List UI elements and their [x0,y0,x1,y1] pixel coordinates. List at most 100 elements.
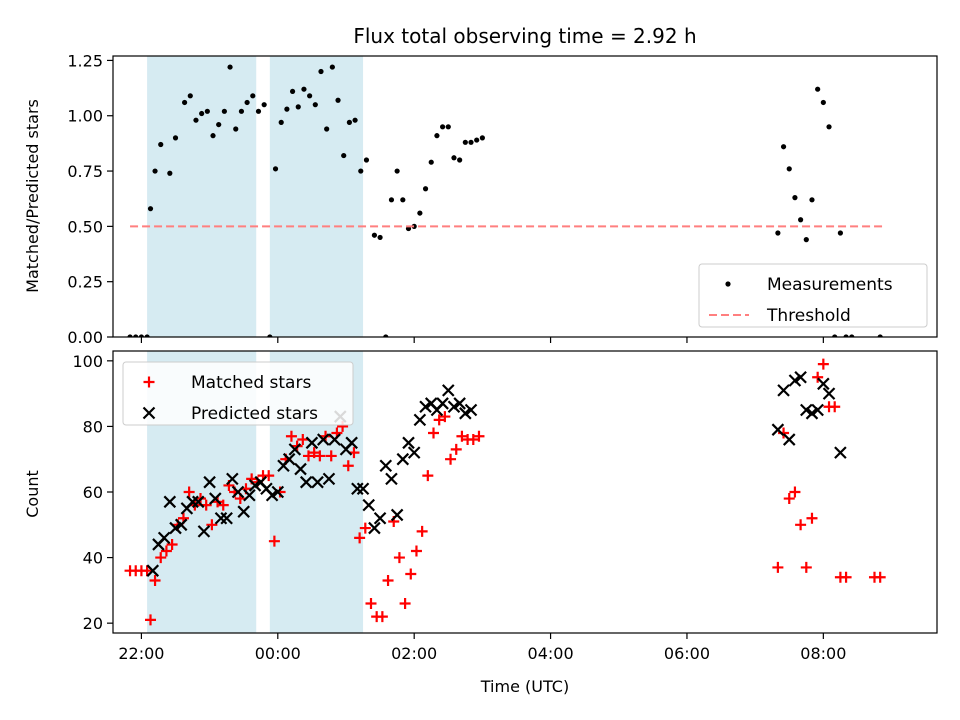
y-tick-label: 40 [83,549,103,568]
matched-star-point [308,447,320,459]
measurement-point [440,124,446,130]
measurement-point [210,133,216,139]
matched-star-point [141,565,153,577]
matched-star-point [297,434,309,446]
chart-title: Flux total observing time = 2.92 h [353,24,696,48]
predicted-star-point [402,436,415,450]
matched-star-point [399,597,411,609]
legend-label: Predicted stars [191,404,318,424]
predicted-star-point [834,446,847,459]
shaded-interval [269,56,364,337]
measurement-point [289,88,296,95]
predicted-star-point [447,400,461,414]
measurement-point [803,237,809,243]
measurement-point [474,137,480,143]
predicted-star-point [288,443,302,456]
x-tick-label: 02:00 [391,644,437,663]
axes-frame [112,55,938,338]
predicted-star-point [231,485,245,499]
x-tick-label: 06:00 [664,644,710,663]
measurement-point [422,186,429,192]
matched-star-point [783,493,795,505]
measurement-point [312,102,318,108]
matched-star-point [160,545,172,557]
y-tick-label: 1.00 [67,107,103,126]
matched-star-point [450,443,462,455]
y-tick-label: 80 [83,417,103,436]
predicted-star-point [163,495,177,509]
top-y-axis-label: Matched/Predicted stars [23,99,42,293]
predicted-star-point [368,521,381,535]
measurement-point [307,93,313,99]
x-tick-label: 04:00 [528,644,574,663]
matched-star-point [342,460,354,472]
predicted-star-point [214,511,228,525]
measurement-point [445,124,451,130]
measurement-point [434,133,440,139]
y-tick-label: 1.25 [67,51,103,70]
matched-star-point [206,519,218,531]
matched-star-point [806,512,818,524]
shaded-interval [147,56,257,337]
measurement-point [244,99,250,106]
ratio-panel: 0.00 0.25 0.50 0.75 1.00 1.25 Measurements Thre… [67,51,938,347]
matched-star-point [365,597,377,609]
measurement-point [394,168,400,174]
measurement-point [187,93,193,99]
matched-star-point [183,486,195,498]
measurement-point [284,106,290,112]
measurement-point [383,334,389,337]
matched-star-point [817,358,829,370]
legend-top: Measurements Threshold [698,263,928,328]
predicted-star-point [197,525,211,538]
measurement-point [261,102,267,108]
predicted-star-point [282,452,296,466]
predicted-star-point [174,518,188,532]
measurement-point [451,155,457,161]
measurement-point [182,99,188,106]
matched-star-point [433,414,445,426]
measurement-point [138,334,145,337]
measurement-point [371,232,378,238]
predicted-star-point [203,475,216,489]
legend-marker-x [142,406,156,420]
y-tick-label: 0.00 [67,328,103,347]
measurement-point [780,144,787,150]
predicted-star-point [390,508,404,522]
measurement-point [250,93,256,99]
measurement-point [358,168,364,174]
matched-star-point [456,430,468,442]
matched-star-point [473,430,485,442]
predicted-star-point [771,423,785,436]
matched-star-point [874,571,886,583]
measurement-point [199,110,205,117]
measurement-point [849,334,855,337]
measurement-point [786,166,792,172]
predicted-star-point [407,446,421,459]
matched-star-point [166,538,178,550]
legend-label: Measurements [767,275,893,295]
predicted-star-point [316,433,330,446]
measurement-point [400,197,406,203]
measurement-point [167,170,173,176]
predicted-star-point [436,397,449,410]
measurement-point [428,159,434,165]
measurement-point [216,121,222,128]
predicted-star-point [146,564,160,577]
x-axis-label: Time (UTC) [480,677,569,696]
predicted-star-point [777,384,790,397]
predicted-star-point [191,495,205,509]
measurement-point [363,157,370,163]
x-tick-label: 08:00 [800,644,846,663]
x-tick-label: 22:00 [118,644,164,663]
matched-star-point [268,535,280,547]
measurement-point [377,234,383,241]
predicted-star-point [362,498,376,512]
predicted-star-point [373,511,387,525]
predicted-star-point [385,472,398,486]
predicted-star-point [299,475,313,489]
matched-star-point [829,401,841,413]
matched-star-point [354,532,366,544]
predicted-star-point [311,475,324,489]
measurement-point [144,334,150,337]
